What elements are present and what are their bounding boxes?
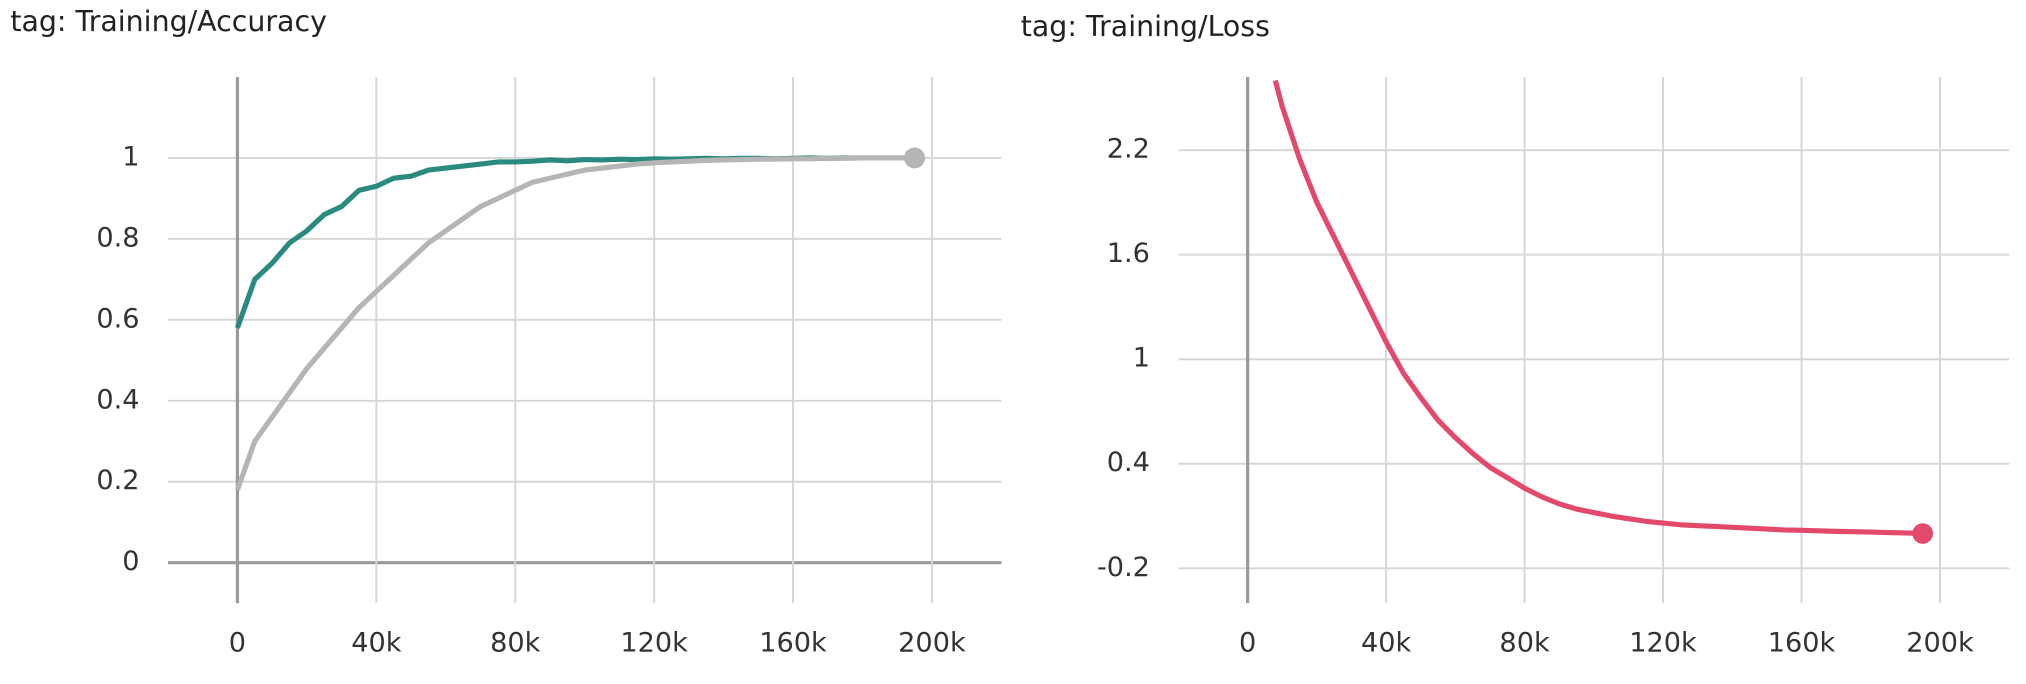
series-line	[234, 155, 915, 329]
x-tick-label: 0	[1239, 628, 1256, 659]
x-tick-label: 160k	[759, 628, 827, 659]
plot-area	[1272, 79, 1933, 544]
x-tick-label: 160k	[1768, 628, 1836, 659]
chart-title: tag: Training/Accuracy	[10, 5, 327, 38]
y-tick-label: 0.8	[96, 222, 139, 253]
x-tick-label: 80k	[490, 628, 541, 659]
y-tick-label: 2.2	[1107, 134, 1150, 165]
x-tick-label: 40k	[351, 628, 402, 659]
y-tick-label: 0.4	[1107, 447, 1150, 478]
x-tick-label: 80k	[1499, 628, 1550, 659]
x-tick-label: 200k	[898, 628, 966, 659]
y-tick-label: 1.6	[1107, 238, 1150, 269]
series-line	[234, 155, 915, 491]
series-line	[1272, 79, 1923, 537]
y-tick-label: 0	[122, 546, 139, 577]
x-tick-label: 120k	[1629, 628, 1697, 659]
end-marker	[904, 147, 925, 169]
x-tick-label: 200k	[1906, 628, 1974, 659]
y-tick-label: 0.2	[96, 465, 139, 496]
x-tick-label: 40k	[1361, 628, 1412, 659]
x-tick-label: 120k	[620, 628, 688, 659]
plot-area	[234, 147, 925, 491]
y-tick-label: 0.4	[96, 384, 139, 415]
y-tick-label: -0.2	[1097, 552, 1150, 583]
y-tick-label: 0.6	[96, 303, 139, 334]
y-tick-label: 1	[1133, 343, 1150, 374]
x-tick-label: 0	[229, 628, 246, 659]
y-tick-label: 1	[122, 142, 139, 173]
chart-title: tag: Training/Loss	[1021, 10, 1270, 43]
end-marker	[1912, 523, 1933, 544]
